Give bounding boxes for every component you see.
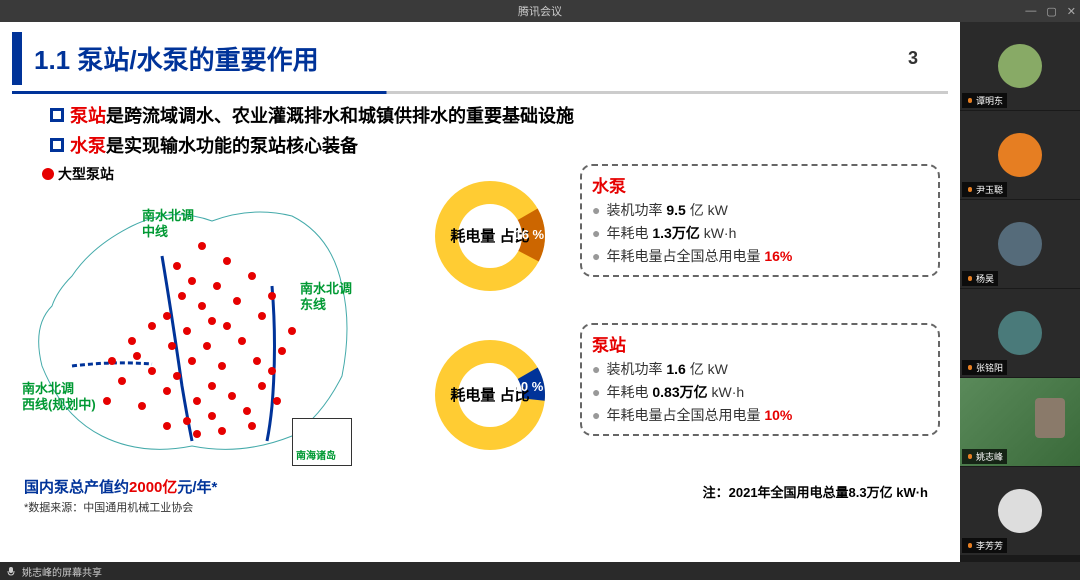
shared-screen-slide: 1.1 泵站/水泵的重要作用 3 泵站是跨流域调水、农业灌溉排水和城镇供排水的重…	[0, 22, 960, 562]
map-label-islands: 南海诸岛	[296, 451, 336, 463]
mic-muted-icon	[966, 186, 974, 194]
summary-line: 国内泵总产值约2000亿元/年*	[24, 476, 402, 497]
maximize-button[interactable]: ▢	[1046, 5, 1056, 18]
donut-pct-label: 16 %	[514, 227, 544, 242]
participant-name-label: 杨昊	[962, 271, 998, 286]
donut-pct-label: 10 %	[514, 379, 544, 394]
participant-avatar	[998, 133, 1042, 177]
info-item: ●装机功率 9.5 亿 kW	[592, 200, 928, 220]
bullet-2: 水泵是实现输水功能的泵站核心装备	[50, 132, 960, 158]
info-box-title: 泵站	[592, 331, 928, 356]
info-item: ●装机功率 1.6 亿 kW	[592, 359, 928, 379]
participant-avatar	[998, 222, 1042, 266]
participant-tile-0[interactable]: 谭明东	[960, 22, 1080, 110]
bottom-bar: 姚志峰的屏幕共享	[0, 562, 1080, 580]
info-item: ●年耗电 0.83万亿 kW·h	[592, 382, 928, 402]
participant-name-label: 张铭阳	[962, 360, 1007, 375]
bullet-2-keyword: 水泵	[70, 136, 106, 156]
bullet-marker-icon	[50, 138, 64, 152]
close-button[interactable]: ✕	[1067, 5, 1076, 18]
participant-tile-5[interactable]: 李芳芳	[960, 467, 1080, 555]
participant-avatar	[998, 311, 1042, 355]
chart-block-1: 耗电量 占比 16 % 水泵 ●装机功率 9.5 亿 kW ●年耗电 1.3万亿 …	[410, 164, 948, 309]
info-box-2: 泵站 ●装机功率 1.6 亿 kW ●年耗电 0.83万亿 kW·h ●年耗电量占全…	[580, 323, 940, 436]
participant-avatar	[998, 44, 1042, 88]
map-label-west: 南水北调 西线(规划中)	[22, 381, 96, 412]
map-label-east: 南水北调 东线	[300, 281, 352, 312]
window-title: 腾讯会议	[518, 3, 562, 19]
footnote: 注：2021年全国用电总量8.3万亿 kW·h	[410, 482, 928, 501]
donut-chart-2: 耗电量 占比 10 %	[410, 323, 570, 468]
donut-chart-1: 耗电量 占比 16 %	[410, 164, 570, 309]
window-titlebar: 腾讯会议 — ▢ ✕	[0, 0, 1080, 22]
source-line: *数据来源：中国通用机械工业协会	[24, 499, 402, 515]
participant-tile-3[interactable]: 张铭阳	[960, 289, 1080, 377]
bullet-marker-icon	[50, 108, 64, 122]
title-underline	[12, 91, 948, 94]
participant-sidebar: 谭明东尹玉聪杨昊张铭阳姚志峰李芳芳	[960, 22, 1080, 562]
legend-dot-icon	[42, 168, 54, 180]
participant-tile-4[interactable]: 姚志峰	[960, 378, 1080, 466]
bullet-2-text: 是实现输水功能的泵站核心装备	[106, 136, 358, 156]
participant-name-label: 李芳芳	[962, 538, 1007, 553]
participant-name-label: 尹玉聪	[962, 182, 1007, 197]
map-inset: 南海诸岛	[292, 418, 352, 466]
minimize-button[interactable]: —	[1025, 5, 1036, 18]
legend-label: 大型泵站	[58, 164, 114, 184]
map-legend: 大型泵站	[42, 164, 402, 184]
participant-avatar	[998, 489, 1042, 533]
chart-block-2: 耗电量 占比 10 % 泵站 ●装机功率 1.6 亿 kW ●年耗电 0.83万亿…	[410, 323, 948, 468]
bullet-1: 泵站是跨流域调水、农业灌溉排水和城镇供排水的重要基础设施	[50, 102, 960, 128]
participant-name-label: 姚志峰	[962, 449, 1007, 464]
info-box-title: 水泵	[592, 172, 928, 197]
mic-icon[interactable]	[6, 566, 16, 576]
info-box-1: 水泵 ●装机功率 9.5 亿 kW ●年耗电 1.3万亿 kW·h ●年耗电量占全国…	[580, 164, 940, 277]
slide-title: 1.1 泵站/水泵的重要作用	[34, 40, 319, 77]
mic-muted-icon	[966, 453, 974, 461]
participant-tile-1[interactable]: 尹玉聪	[960, 111, 1080, 199]
china-map: 南水北调 中线 南水北调 东线 南水北调 西线(规划中) 南海诸岛	[12, 186, 382, 476]
window-controls: — ▢ ✕	[1025, 5, 1076, 18]
map-label-mid: 南水北调 中线	[142, 208, 194, 239]
info-item: ●年耗电 1.3万亿 kW·h	[592, 223, 928, 243]
mic-muted-icon	[966, 97, 974, 105]
mic-muted-icon	[966, 364, 974, 372]
bullet-1-text: 是跨流域调水、农业灌溉排水和城镇供排水的重要基础设施	[106, 106, 574, 126]
sharing-indicator: 姚志峰的屏幕共享	[22, 564, 102, 579]
info-item: ●年耗电量占全国总用电量 10%	[592, 405, 928, 425]
bullet-1-keyword: 泵站	[70, 106, 106, 126]
participant-name-label: 谭明东	[962, 93, 1007, 108]
slide-page-number: 3	[908, 48, 918, 69]
mic-muted-icon	[966, 542, 974, 550]
info-item: ●年耗电量占全国总用电量 16%	[592, 246, 928, 266]
mic-muted-icon	[966, 275, 974, 283]
participant-tile-2[interactable]: 杨昊	[960, 200, 1080, 288]
